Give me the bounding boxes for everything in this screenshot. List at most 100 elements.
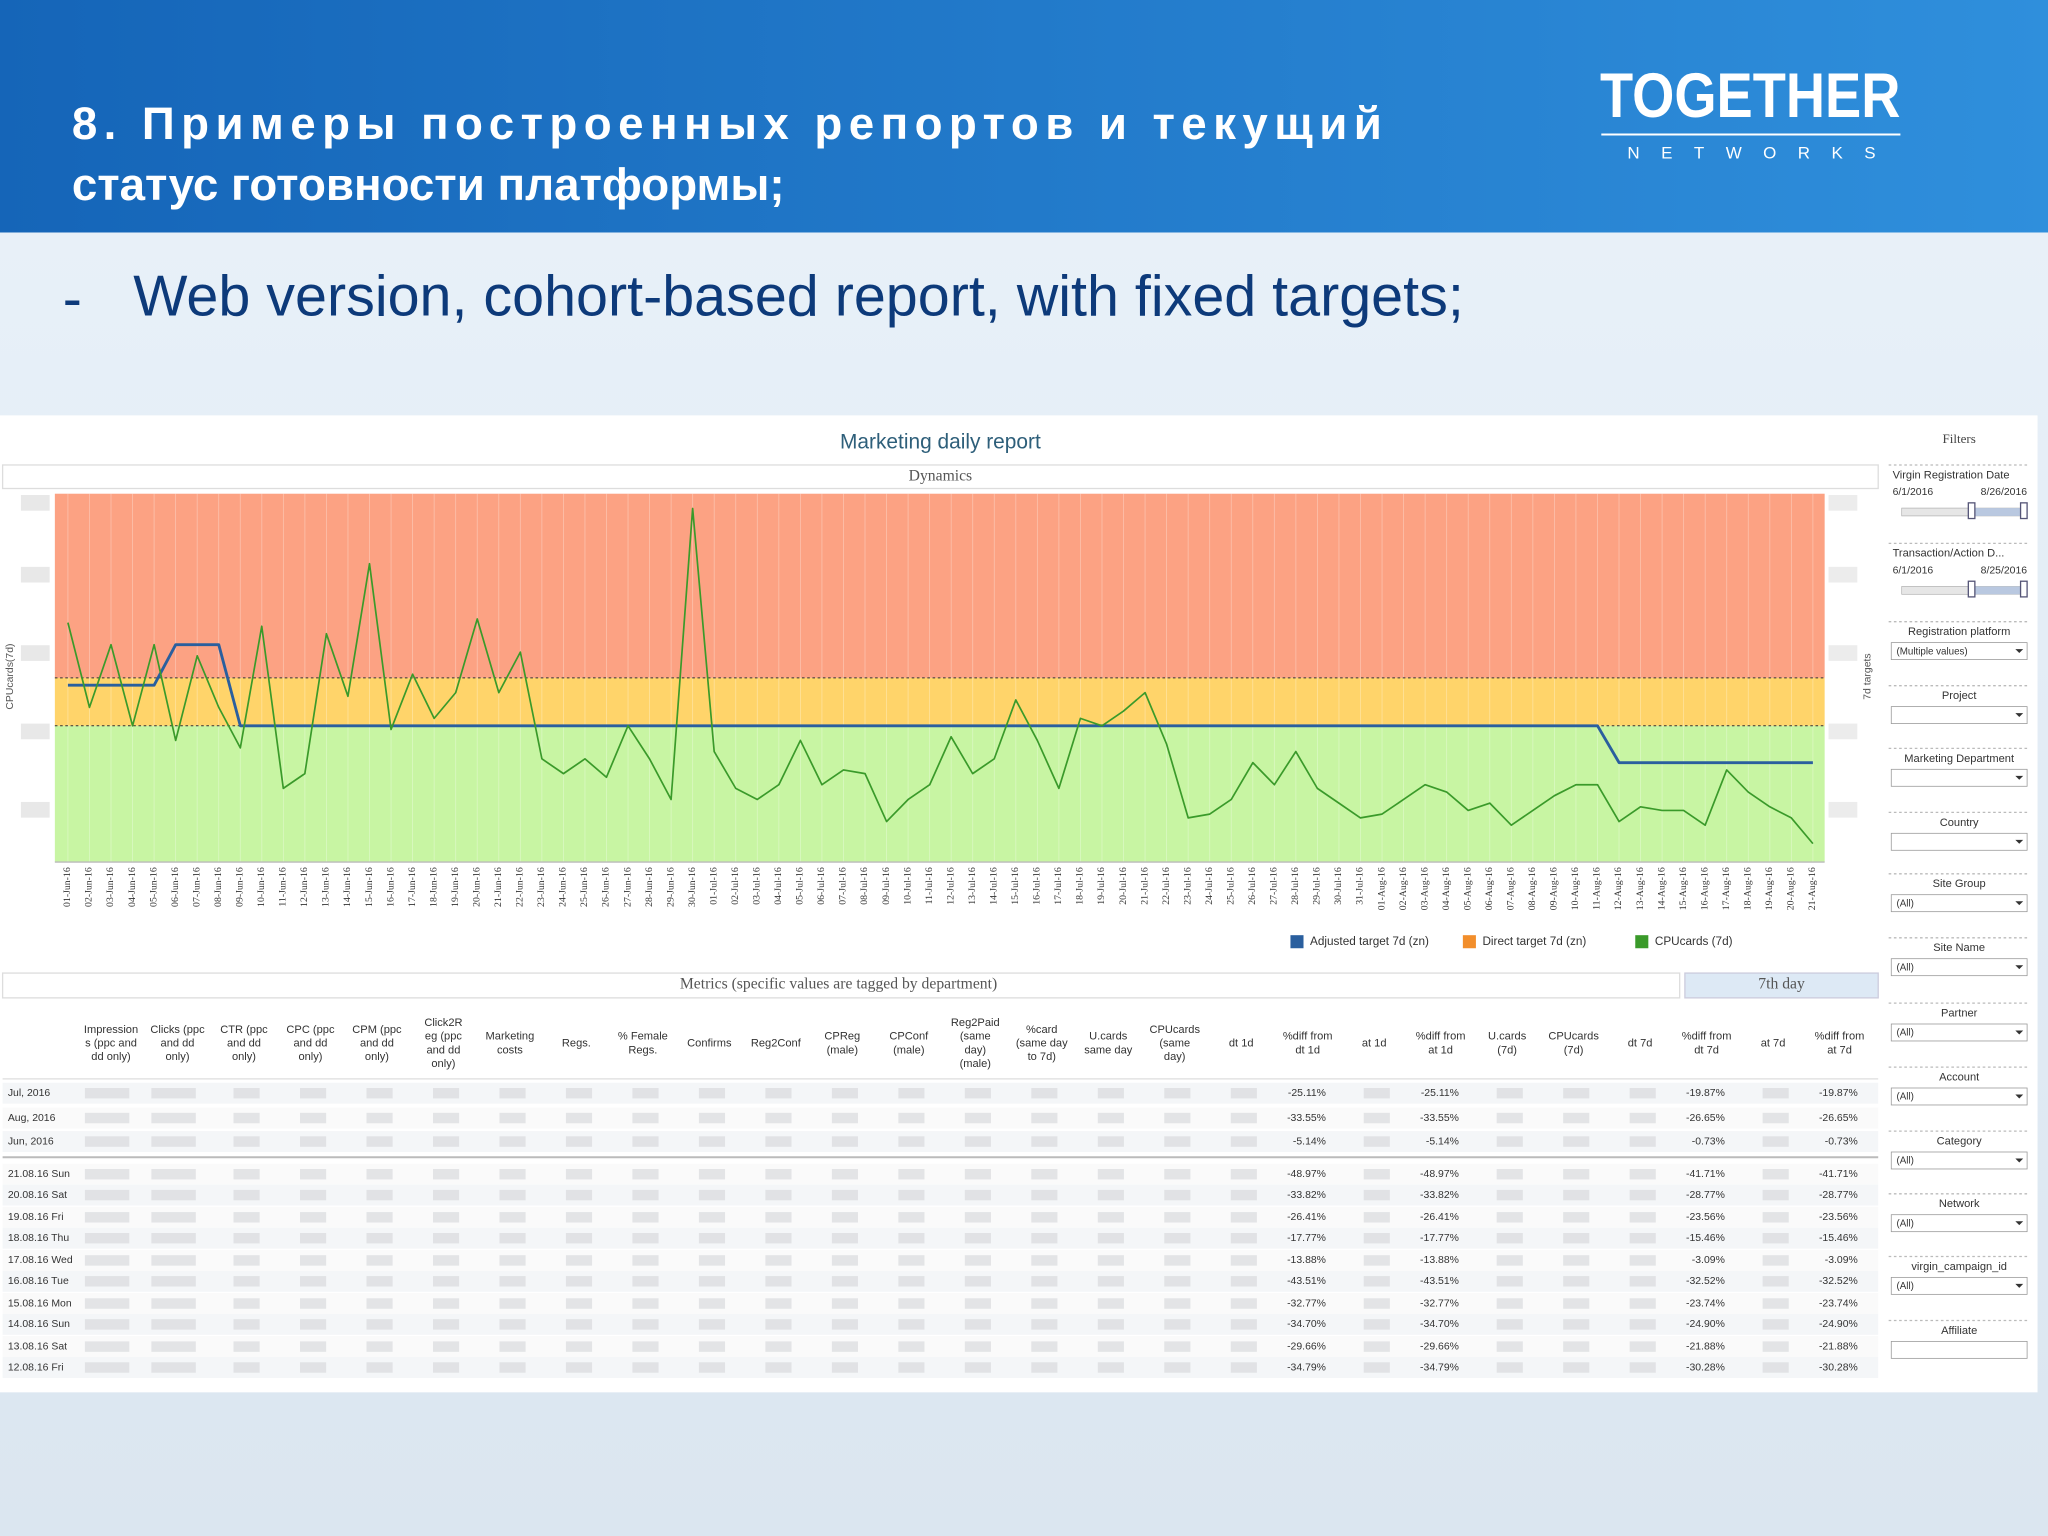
- blurred-cell: [698, 1298, 726, 1309]
- x-tick-label: 03-Jun-16: [105, 867, 116, 907]
- blurred-cell: [964, 1255, 991, 1266]
- row-label: 12.08.16 Fri: [8, 1362, 64, 1373]
- blurred-cell: [1363, 1319, 1390, 1330]
- header-bar: [0, 0, 2048, 233]
- cell-value: -33.82%: [1287, 1190, 1326, 1201]
- column-header: CTR (ppc: [220, 1024, 268, 1036]
- cell-value: -33.55%: [1287, 1113, 1326, 1124]
- blurred-cell: [499, 1341, 526, 1352]
- blurred-cell: [84, 1341, 130, 1352]
- blurred-cell: [1230, 1189, 1257, 1201]
- blurred-cell: [233, 1276, 260, 1287]
- cell-value: -32.52%: [1686, 1276, 1725, 1287]
- blurred-cell: [1629, 1189, 1656, 1201]
- blurred-cell: [499, 1255, 526, 1266]
- blurred-cell: [366, 1362, 393, 1373]
- blurred-cell: [898, 1088, 925, 1099]
- x-tick-label: 27-Jun-16: [622, 867, 633, 907]
- blurred-cell: [1629, 1255, 1656, 1266]
- blurred-cell: [831, 1255, 858, 1266]
- x-tick-label: 18-Jun-16: [428, 867, 439, 907]
- slider-handle[interactable]: [2019, 502, 2028, 520]
- filter-label: Partner: [1941, 1007, 1978, 1019]
- blurred-cell: [499, 1112, 526, 1124]
- cell-value: -24.90%: [1819, 1319, 1858, 1330]
- blurred-cell: [151, 1362, 196, 1373]
- x-tick-label: 12-Jul-16: [945, 867, 956, 905]
- blurred-cell: [1164, 1112, 1191, 1124]
- filter-label: Account: [1939, 1071, 1979, 1083]
- blurred-cell: [1164, 1088, 1191, 1099]
- dropdown[interactable]: [1890, 706, 2028, 724]
- cell-value: -32.52%: [1819, 1276, 1858, 1287]
- blurred-cell: [499, 1276, 526, 1287]
- dropdown[interactable]: [1890, 1023, 2028, 1042]
- blurred-cell: [698, 1319, 726, 1330]
- dropdown-arrow: [2015, 965, 2024, 970]
- row-label: 15.08.16 Mon: [8, 1298, 72, 1309]
- dropdown[interactable]: [1890, 958, 2028, 977]
- legend-label: Direct target 7d (zn): [1482, 935, 1586, 948]
- row-band: [2, 1227, 1879, 1249]
- blurred-cell: [632, 1276, 659, 1287]
- x-tick-label: 16-Aug-16: [1699, 867, 1710, 910]
- blurred-cell: [1496, 1112, 1523, 1124]
- x-tick-label: 15-Aug-16: [1678, 867, 1689, 910]
- blurred-cell: [1230, 1088, 1257, 1099]
- blurred-cell: [1629, 1136, 1656, 1147]
- cell-value: -33.82%: [1420, 1190, 1459, 1201]
- dropdown[interactable]: [1890, 1214, 2028, 1233]
- x-tick-label: 07-Jun-16: [191, 867, 202, 907]
- blurred-cell: [300, 1088, 327, 1099]
- blurred-cell: [1230, 1362, 1257, 1373]
- dropdown[interactable]: [1890, 642, 2028, 660]
- row-label: 14.08.16 Sun: [8, 1319, 70, 1330]
- x-tick-label: 13-Jun-16: [321, 867, 332, 907]
- blurred-cell: [831, 1298, 858, 1309]
- blurred-cell: [1496, 1212, 1523, 1223]
- row-band: [2, 1082, 1879, 1104]
- dropdown[interactable]: [1890, 1276, 2028, 1295]
- blurred-cell: [432, 1136, 460, 1147]
- dropdown-value: (All): [1896, 1092, 1913, 1103]
- blurred-cell: [1363, 1276, 1390, 1287]
- slider-handle[interactable]: [1967, 502, 1976, 520]
- blurred-tick: [20, 566, 50, 583]
- dropdown-value: (All): [1896, 1218, 1913, 1229]
- slider-handle[interactable]: [1967, 580, 1976, 598]
- blurred-cell: [1563, 1255, 1590, 1266]
- x-tick-label: 13-Jul-16: [967, 867, 978, 905]
- blurred-cell: [765, 1189, 792, 1201]
- blurred-cell: [565, 1168, 593, 1180]
- cell-value: -29.66%: [1287, 1341, 1326, 1352]
- blurred-cell: [366, 1232, 393, 1244]
- column-header: costs: [497, 1044, 523, 1056]
- y-axis-label: CPUcards(7d): [5, 644, 16, 710]
- blurred-cell: [499, 1298, 526, 1309]
- dropdown[interactable]: [1890, 1087, 2028, 1106]
- blurred-cell: [366, 1112, 393, 1124]
- blurred-cell: [233, 1341, 260, 1352]
- x-tick-label: 09-Jul-16: [881, 867, 892, 905]
- cell-value: -21.88%: [1819, 1341, 1858, 1352]
- dropdown[interactable]: [1890, 832, 2028, 851]
- blurred-cell: [1363, 1112, 1390, 1124]
- dropdown[interactable]: [1890, 1151, 2028, 1170]
- cell-value: -15.46%: [1819, 1233, 1858, 1244]
- blurred-cell: [1230, 1276, 1257, 1287]
- blurred-cell: [499, 1362, 526, 1373]
- x-tick-label: 05-Aug-16: [1462, 867, 1473, 910]
- column-header: day): [964, 1044, 986, 1056]
- blurred-cell: [1563, 1168, 1590, 1180]
- slider-handle[interactable]: [2019, 580, 2028, 598]
- dropdown[interactable]: [1890, 894, 2028, 913]
- blurred-cell: [1363, 1232, 1390, 1244]
- blurred-cell: [499, 1212, 526, 1223]
- dropdown[interactable]: [1890, 768, 2028, 787]
- x-tick-label: 02-Jun-16: [84, 867, 95, 907]
- blurred-cell: [1762, 1298, 1789, 1309]
- column-header: and dd: [161, 1038, 195, 1050]
- column-header: Marketing: [486, 1031, 535, 1043]
- x-tick-label: 19-Jul-16: [1096, 867, 1107, 905]
- text-input[interactable]: [1890, 1340, 2028, 1359]
